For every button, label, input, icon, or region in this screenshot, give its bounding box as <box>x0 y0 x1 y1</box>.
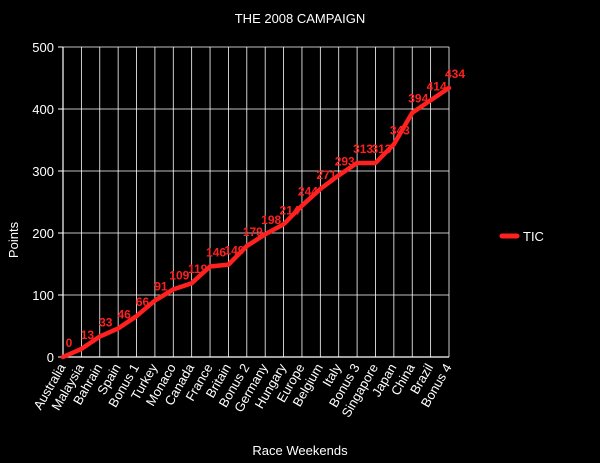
data-label: 394 <box>408 92 428 106</box>
x-axis-label: Race Weekends <box>252 443 348 458</box>
data-label: 179 <box>243 225 263 239</box>
data-point <box>392 142 396 146</box>
data-label: 244 <box>298 185 318 199</box>
data-point <box>226 263 230 267</box>
data-label: 293 <box>335 154 355 168</box>
data-label: 434 <box>445 67 465 81</box>
data-point <box>61 355 65 359</box>
y-tick-label: 100 <box>32 288 54 303</box>
y-tick-label: 200 <box>32 226 54 241</box>
data-label: 146 <box>206 245 226 259</box>
data-point <box>337 173 341 177</box>
series-layer <box>60 85 452 360</box>
data-point <box>355 161 359 165</box>
legend: TIC <box>499 229 544 244</box>
data-point <box>153 299 157 303</box>
y-axis-label: Points <box>6 221 21 258</box>
y-tick-label: 0 <box>47 350 54 365</box>
data-label: 343 <box>390 123 410 137</box>
data-point <box>447 86 451 90</box>
data-label: 33 <box>99 316 113 330</box>
data-point <box>171 287 175 291</box>
legend-label: TIC <box>523 229 544 244</box>
y-tick-label: 400 <box>32 102 54 117</box>
y-tick-label: 300 <box>32 164 54 179</box>
data-label: 66 <box>136 295 150 309</box>
data-point <box>318 187 322 191</box>
data-label: 91 <box>154 280 168 294</box>
data-point <box>208 264 212 268</box>
chart-title: THE 2008 CAMPAIGN <box>235 11 366 26</box>
data-point <box>190 281 194 285</box>
data-label: 109 <box>169 268 189 282</box>
data-point <box>282 222 286 226</box>
series-line <box>60 85 452 360</box>
data-point <box>263 232 267 236</box>
data-label: 0 <box>66 336 73 350</box>
data-label: 149 <box>224 244 244 258</box>
data-point <box>373 161 377 165</box>
data-point <box>429 98 433 102</box>
data-point <box>410 111 414 115</box>
data-label: 214 <box>280 203 300 217</box>
data-label: 13 <box>81 328 95 342</box>
data-point <box>135 314 139 318</box>
data-point <box>300 204 304 208</box>
data-label: 271 <box>316 168 336 182</box>
data-point <box>116 326 120 330</box>
data-label: 313 <box>353 142 373 156</box>
data-point <box>79 347 83 351</box>
y-tick-labels: 0 100 200 300 400 500 <box>32 40 54 365</box>
data-label: 313 <box>371 142 391 156</box>
data-label: 414 <box>427 79 447 93</box>
data-label: 119 <box>188 262 208 276</box>
y-tick-label: 500 <box>32 40 54 55</box>
data-point <box>245 244 249 248</box>
data-label: 198 <box>261 213 281 227</box>
data-label: 46 <box>117 307 131 321</box>
data-point <box>98 335 102 339</box>
